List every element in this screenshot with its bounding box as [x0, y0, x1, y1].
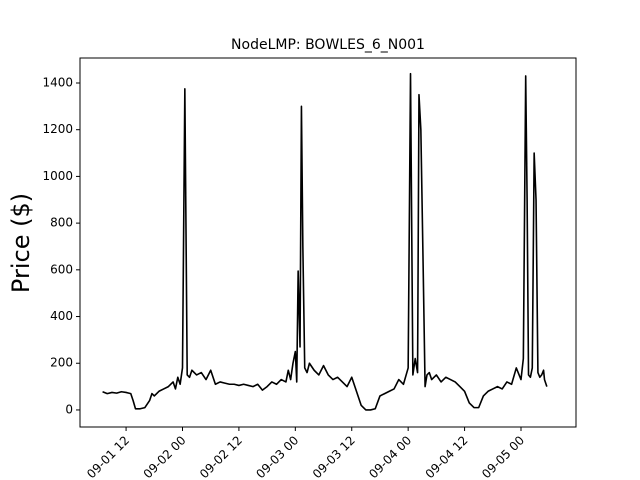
x-tick-label: 09-02 12: [197, 433, 245, 480]
y-tick-label: 400: [50, 309, 73, 323]
x-tick-label: 09-04 00: [366, 433, 414, 480]
y-tick-label: 200: [50, 356, 73, 370]
x-tick-label: 09-01 12: [84, 433, 132, 480]
y-tick-label: 1200: [42, 122, 73, 136]
y-tick-label: 0: [65, 402, 73, 416]
x-tick-label: 09-03 00: [253, 433, 301, 480]
y-tick-label: 1000: [42, 169, 73, 183]
x-tick-label: 09-03 12: [310, 433, 358, 480]
y-tick-label: 600: [50, 262, 73, 276]
y-axis-label: Price ($): [7, 193, 35, 293]
y-tick-label: 1400: [42, 75, 73, 89]
x-tick-label: 09-02 00: [141, 433, 189, 480]
chart-title: NodeLMP: BOWLES_6_N001: [231, 37, 425, 53]
x-tick-label: 09-05 00: [479, 433, 527, 480]
y-tick-label: 800: [50, 216, 73, 230]
x-tick-label: 09-04 12: [423, 433, 471, 480]
price-line: [102, 72, 548, 411]
plot-frame: [79, 57, 577, 428]
